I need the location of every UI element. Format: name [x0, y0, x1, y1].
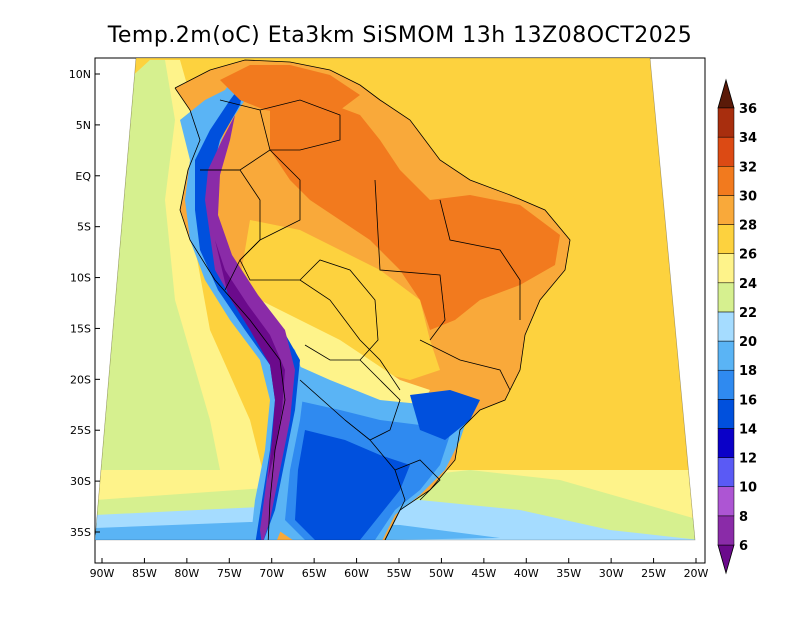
domain-outline — [94, 57, 696, 541]
x-tick-label: 45W — [471, 567, 496, 580]
ocean-east-field — [560, 58, 660, 230]
colorbar-segment — [717, 457, 735, 487]
x-tick-label: 60W — [344, 567, 369, 580]
y-axis: 10N 5N EQ 5S 10S 15S 20S 25S 30S 35S — [69, 68, 100, 539]
colorbar-segment — [717, 224, 735, 254]
colorbar-segment — [717, 515, 735, 546]
colorbar-segment — [717, 486, 735, 517]
colorbar-segment — [717, 282, 735, 313]
colorbar-label: 32 — [739, 160, 757, 175]
x-tick-label: 30W — [599, 567, 624, 580]
colorbar-label: 24 — [739, 277, 757, 292]
x-tick-label: 40W — [514, 567, 539, 580]
coastline-west — [174, 87, 286, 540]
temperature-field — [95, 58, 695, 540]
colorbar-segment — [717, 107, 735, 138]
pacific-cooler-band — [95, 60, 230, 540]
colorbar-segment — [717, 399, 735, 429]
colorbar-segment — [717, 340, 735, 371]
colorbar-label: 28 — [739, 219, 757, 234]
colorbar-label: 10 — [739, 481, 757, 496]
colorbar-label: 26 — [739, 248, 757, 263]
border-venezuela — [259, 99, 341, 151]
colorbar-label: 36 — [739, 102, 757, 117]
y-tick-label: 15S — [70, 322, 91, 335]
y-tick-label: 30S — [70, 475, 91, 488]
map-title: Temp.2m(oC) Eta3km SiSMOM 13h 13Z08OCT20… — [107, 23, 693, 48]
colorbar-over-arrow — [717, 78, 735, 109]
border-uruguay — [394, 459, 441, 501]
border-brazil-states-2 — [439, 199, 521, 320]
x-tick-label: 70W — [259, 567, 284, 580]
y-tick-label: 5S — [77, 221, 91, 234]
y-tick-label: 35S — [70, 526, 91, 539]
x-tick-label: 35W — [556, 567, 581, 580]
colorbar-segment — [717, 136, 735, 167]
border-bolivia — [299, 259, 379, 361]
colorbar-label: 30 — [739, 189, 757, 204]
land-southeast-cool — [410, 390, 480, 440]
x-tick-label: 25W — [641, 567, 666, 580]
coastline — [174, 59, 571, 540]
colorbar-segment — [717, 253, 735, 284]
colorbar-label: 8 — [739, 510, 748, 525]
colorbar-segment — [717, 311, 735, 342]
colorbar-label: 20 — [739, 335, 757, 350]
colorbar-label: 12 — [739, 452, 757, 467]
x-tick-label: 20W — [684, 567, 709, 580]
x-axis: 90W 85W 80W 75W 70W 65W 60W 55W 50W 45W 40W 35W 30W 2… — [90, 558, 709, 580]
x-tick-label: 65W — [302, 567, 327, 580]
x-tick-label: 85W — [132, 567, 157, 580]
y-tick-label: 25S — [70, 424, 91, 437]
andes-very-cold — [205, 115, 295, 540]
colorbar-label: 14 — [739, 422, 757, 437]
border-argentina — [299, 379, 406, 540]
colorbar-label: 34 — [739, 131, 757, 146]
land-north-hot — [220, 65, 360, 115]
colorbar-segment — [717, 428, 735, 458]
y-tick-label: 20S — [70, 373, 91, 386]
colorbar: 6 8 10 12 14 16 18 20 22 24 26 28 30 32 34 36 — [717, 78, 757, 575]
x-tick-label: 75W — [217, 567, 242, 580]
country-borders — [174, 59, 571, 540]
border-peru — [200, 169, 261, 291]
colorbar-segment — [717, 195, 735, 225]
colorbar-label: 6 — [739, 539, 748, 554]
land-hot-amazon — [270, 100, 560, 330]
y-tick-label: 10S — [70, 272, 91, 285]
colorbar-label: 18 — [739, 364, 757, 379]
y-tick-label: 5N — [76, 119, 91, 132]
y-tick-label: EQ — [75, 170, 91, 183]
x-tick-label: 55W — [387, 567, 412, 580]
colorbar-under-arrow — [717, 544, 735, 575]
border-brazil-states-1 — [374, 179, 446, 341]
x-tick-label: 50W — [429, 567, 454, 580]
colorbar-label: 22 — [739, 306, 757, 321]
colorbar-label: 16 — [739, 393, 757, 408]
x-tick-label: 80W — [174, 567, 199, 580]
colorbar-segment — [717, 166, 735, 196]
y-tick-label: 10N — [69, 68, 91, 81]
land-central-mild — [260, 300, 430, 410]
border-brazil-west — [239, 149, 401, 391]
border-brazil-states-3 — [419, 339, 511, 391]
land-south-colder — [295, 430, 410, 540]
colorbar-segment — [717, 369, 735, 400]
x-tick-label: 90W — [90, 567, 115, 580]
